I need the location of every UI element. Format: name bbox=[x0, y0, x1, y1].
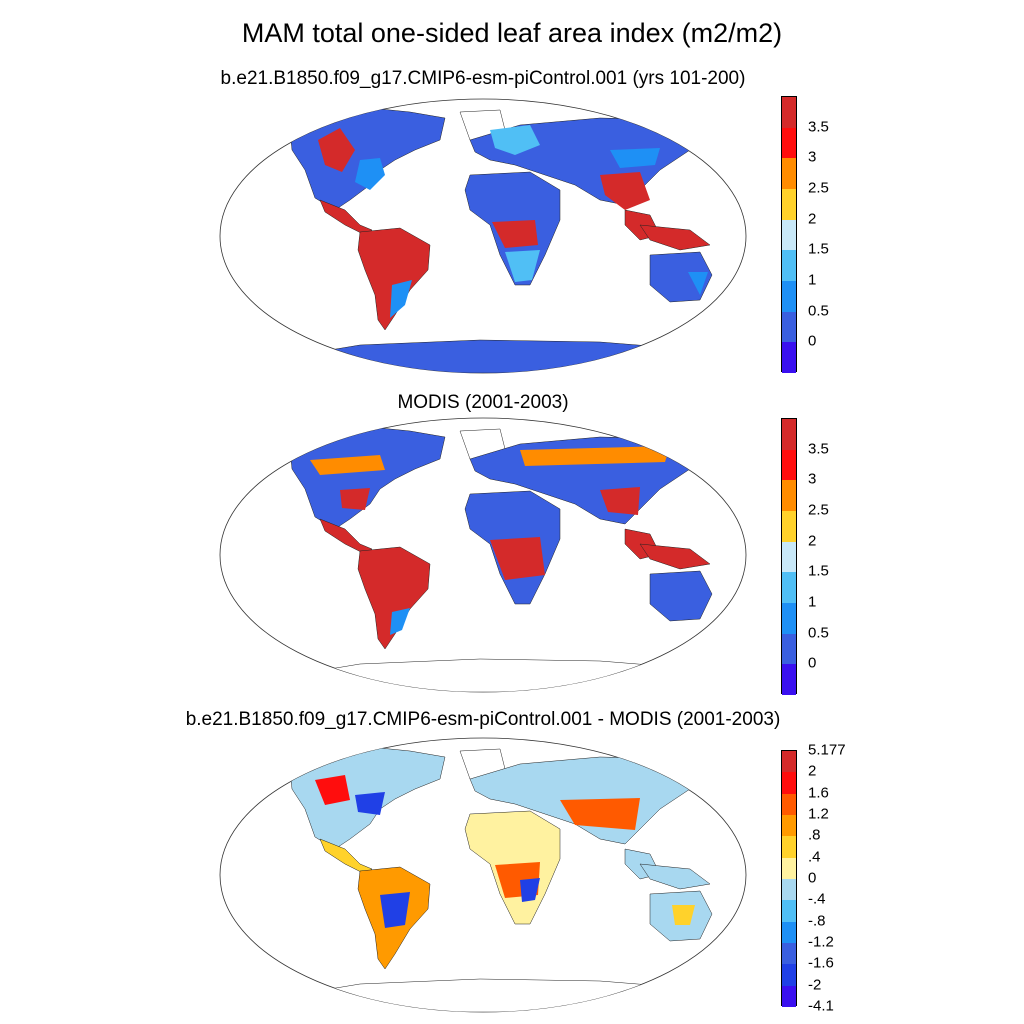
colorbar-segment bbox=[782, 633, 796, 665]
colorbar-tick-label: 1.6 bbox=[808, 784, 829, 802]
colorbar-diff bbox=[781, 750, 797, 1007]
colorbar-tick-label: -2 bbox=[808, 976, 822, 994]
colorbar-segment bbox=[782, 942, 796, 965]
colorbar-tick-label: 3 bbox=[808, 470, 817, 488]
colorbar-tick-label: 2 bbox=[808, 210, 817, 228]
colorbar-segment bbox=[782, 572, 796, 603]
colorbar-obs bbox=[781, 418, 797, 695]
panel-title-diff: b.e21.B1850.f09_g17.CMIP6-esm-piControl.… bbox=[185, 709, 781, 730]
colorbar-segment bbox=[782, 480, 796, 511]
colorbar-tick-label: 1.5 bbox=[808, 562, 829, 580]
map-panel-diff bbox=[219, 737, 747, 1013]
colorbar-tick-label: 3 bbox=[808, 148, 817, 166]
colorbar-tick-label: 1.5 bbox=[808, 240, 829, 258]
colorbar-tick-label: -1.6 bbox=[808, 954, 834, 972]
colorbar-segment bbox=[782, 311, 796, 343]
colorbar-segment bbox=[782, 219, 796, 251]
colorbar-tick-label: -.4 bbox=[808, 890, 826, 908]
colorbar-segment bbox=[782, 602, 796, 634]
colorbar-model bbox=[781, 96, 797, 373]
panel-title-obs: MODIS (2001-2003) bbox=[397, 392, 569, 413]
colorbar-segment bbox=[782, 541, 796, 573]
colorbar-segment bbox=[782, 188, 796, 220]
colorbar-tick-label: 0.5 bbox=[808, 624, 829, 642]
colorbar-tick-label: 1 bbox=[808, 271, 817, 289]
colorbar-segment bbox=[782, 97, 796, 128]
colorbar-tick-label: 5.177 bbox=[808, 741, 846, 759]
colorbar-tick-label: .8 bbox=[808, 826, 821, 844]
colorbar-tick-label: -4.1 bbox=[808, 997, 834, 1015]
colorbar-tick-label: 2 bbox=[808, 532, 817, 550]
colorbar-segment bbox=[782, 510, 796, 542]
map-panel-obs bbox=[219, 417, 747, 693]
colorbar-segment bbox=[782, 280, 796, 312]
colorbar-tick-label: -1.2 bbox=[808, 933, 834, 951]
colorbar-segment bbox=[782, 419, 796, 450]
colorbar-tick-label: 0.5 bbox=[808, 302, 829, 320]
colorbar-segment bbox=[782, 857, 796, 879]
colorbar-segment bbox=[782, 964, 796, 986]
colorbar-segment bbox=[782, 985, 796, 1007]
colorbar-segment bbox=[782, 250, 796, 281]
colorbar-tick-label: 1 bbox=[808, 593, 817, 611]
colorbar-tick-label: 1.2 bbox=[808, 805, 829, 823]
panel-title-model: b.e21.B1850.f09_g17.CMIP6-esm-piControl.… bbox=[220, 68, 746, 89]
colorbar-tick-label: 2.5 bbox=[808, 179, 829, 197]
colorbar-segment bbox=[782, 751, 796, 773]
colorbar-tick-label: -.8 bbox=[808, 912, 826, 930]
colorbar-segment bbox=[782, 664, 796, 695]
colorbar-segment bbox=[782, 772, 796, 794]
colorbar-segment bbox=[782, 814, 796, 837]
colorbar-segment bbox=[782, 793, 796, 815]
colorbar-segment bbox=[782, 921, 796, 943]
colorbar-segment bbox=[782, 158, 796, 189]
map-panel-model bbox=[219, 98, 747, 374]
figure-title: MAM total one-sided leaf area index (m2/… bbox=[241, 18, 783, 48]
colorbar-tick-label: 3.5 bbox=[808, 118, 829, 136]
colorbar-tick-label: 2 bbox=[808, 762, 817, 780]
colorbar-segment bbox=[782, 900, 796, 922]
colorbar-tick-label: 0 bbox=[808, 654, 817, 672]
colorbar-tick-label: 3.5 bbox=[808, 440, 829, 458]
colorbar-tick-label: 0 bbox=[808, 869, 817, 887]
colorbar-tick-label: .4 bbox=[808, 848, 821, 866]
colorbar-segment bbox=[782, 836, 796, 858]
colorbar-segment bbox=[782, 127, 796, 159]
colorbar-tick-label: 2.5 bbox=[808, 501, 829, 519]
colorbar-segment bbox=[782, 449, 796, 481]
colorbar-segment bbox=[782, 342, 796, 373]
colorbar-segment bbox=[782, 878, 796, 901]
colorbar-tick-label: 0 bbox=[808, 332, 817, 350]
